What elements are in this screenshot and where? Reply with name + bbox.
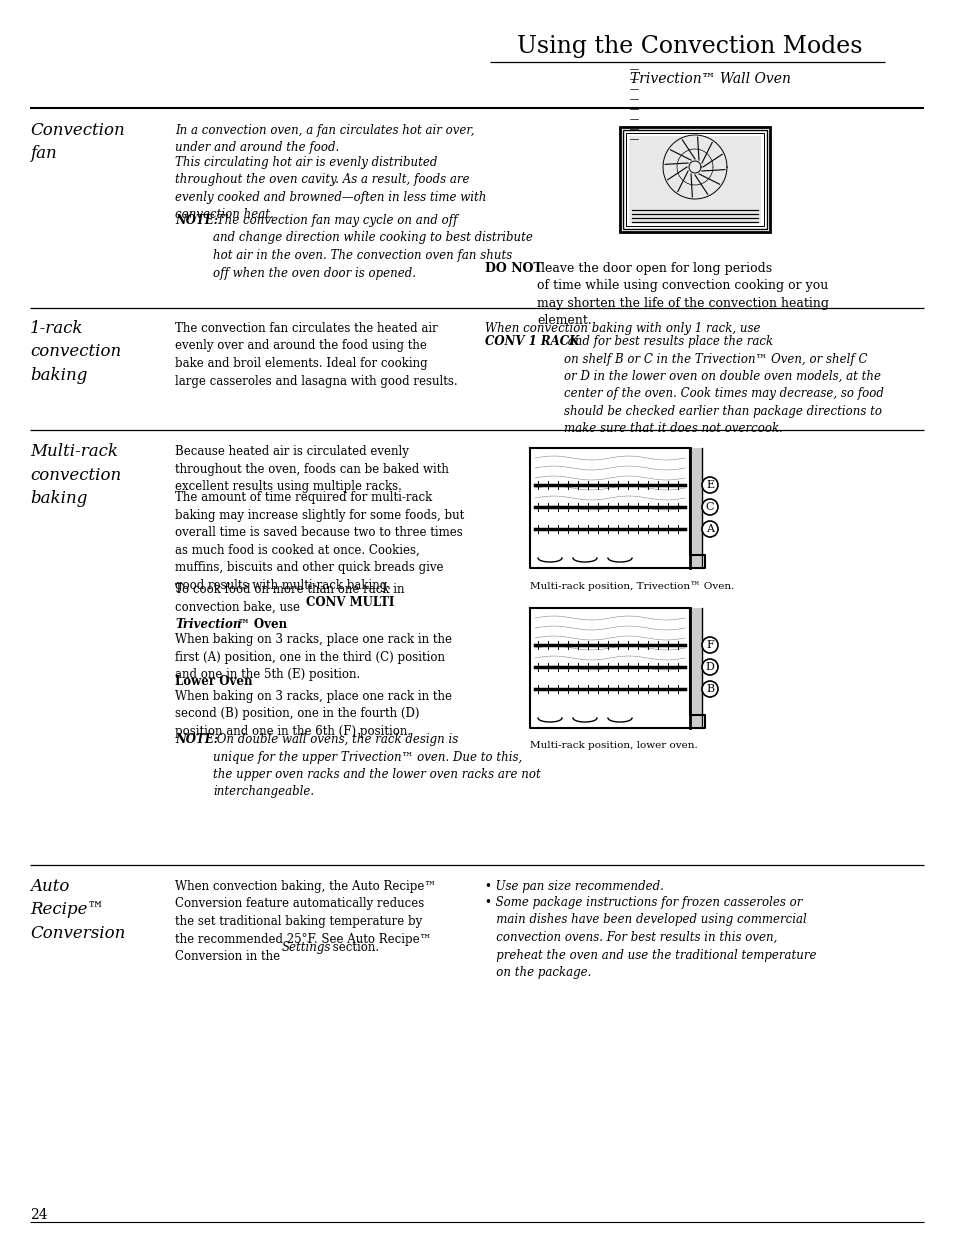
Circle shape [701, 499, 718, 515]
Text: Auto
Recipe™
Conversion: Auto Recipe™ Conversion [30, 878, 125, 942]
Text: When baking on 3 racks, place one rack in the
second (B) position, one in the fo: When baking on 3 racks, place one rack i… [174, 690, 452, 739]
Text: Multi-rack position, Trivection™ Oven.: Multi-rack position, Trivection™ Oven. [530, 580, 734, 590]
Text: Trivection: Trivection [174, 618, 241, 631]
Text: • Use pan size recommended.: • Use pan size recommended. [484, 881, 663, 893]
Bar [619, 127, 769, 232]
Text: section.: section. [329, 941, 378, 953]
Text: Multi-rack
convection
baking: Multi-rack convection baking [30, 443, 121, 508]
Bar [689, 448, 701, 568]
Text: NOTE:: NOTE: [174, 734, 218, 746]
Text: Because heated air is circulated evenly
throughout the oven, foods can be baked : Because heated air is circulated evenly … [174, 445, 449, 493]
Text: NOTE:: NOTE: [174, 214, 218, 227]
Text: • Some package instructions for frozen casseroles or
   main dishes have been de: • Some package instructions for frozen c… [484, 897, 816, 979]
Text: Multi-rack position, lower oven.: Multi-rack position, lower oven. [530, 741, 697, 750]
Text: C: C [705, 501, 714, 513]
Text: Convection
fan: Convection fan [30, 122, 125, 163]
Text: B: B [705, 684, 713, 694]
Circle shape [701, 521, 718, 537]
Text: A: A [705, 524, 713, 534]
Text: CONV MULTI: CONV MULTI [306, 597, 394, 609]
Circle shape [701, 637, 718, 653]
Text: To cook food on more than one rack in
convection bake, use: To cook food on more than one rack in co… [174, 583, 404, 614]
Bar [625, 133, 763, 226]
Text: E: E [705, 480, 713, 490]
Text: D: D [705, 662, 714, 672]
Text: Trivection™ Wall Oven: Trivection™ Wall Oven [629, 72, 790, 86]
Polygon shape [530, 448, 704, 568]
Bar [622, 130, 766, 228]
Text: Lower Oven: Lower Oven [174, 676, 253, 688]
Text: 24: 24 [30, 1208, 48, 1221]
Text: and for best results place the rack
on shelf B or C in the Trivection™ Oven, or : and for best results place the rack on s… [563, 335, 882, 436]
Text: On double wall ovens, the rack design is
unique for the upper Trivection™ oven. : On double wall ovens, the rack design is… [213, 734, 540, 799]
Text: F: F [705, 640, 713, 650]
Polygon shape [530, 608, 704, 727]
Text: leave the door open for long periods
of time while using convection cooking or y: leave the door open for long periods of … [537, 262, 828, 327]
Text: .: . [374, 597, 377, 609]
Text: The convection fan may cycle on and off
and change direction while cooking to be: The convection fan may cycle on and off … [213, 214, 533, 279]
Circle shape [701, 680, 718, 697]
Text: 1-rack
convection
baking: 1-rack convection baking [30, 320, 121, 384]
Circle shape [701, 659, 718, 676]
Text: ™ Oven: ™ Oven [237, 618, 287, 631]
Text: In a convection oven, a fan circulates hot air over,
under and around the food.: In a convection oven, a fan circulates h… [174, 124, 474, 154]
Text: This circulating hot air is evenly distributed
throughout the oven cavity. As a : This circulating hot air is evenly distr… [174, 156, 486, 221]
Text: The amount of time required for multi-rack
baking may increase slightly for some: The amount of time required for multi-ra… [174, 492, 464, 592]
Text: CONV 1 RACK: CONV 1 RACK [484, 335, 578, 348]
Bar [689, 608, 701, 727]
Bar [628, 136, 760, 224]
Text: Using the Convection Modes: Using the Convection Modes [517, 35, 862, 58]
Text: Settings: Settings [282, 941, 331, 953]
Text: When convection baking, the Auto Recipe™
Conversion feature automatically reduce: When convection baking, the Auto Recipe™… [174, 881, 436, 963]
Text: When baking on 3 racks, place one rack in the
first (A) position, one in the thi: When baking on 3 racks, place one rack i… [174, 634, 452, 680]
Text: DO NOT: DO NOT [484, 262, 542, 275]
Text: The convection fan circulates the heated air
evenly over and around the food usi: The convection fan circulates the heated… [174, 322, 457, 388]
Circle shape [701, 477, 718, 493]
Text: When convection baking with only 1 rack, use: When convection baking with only 1 rack,… [484, 322, 760, 335]
